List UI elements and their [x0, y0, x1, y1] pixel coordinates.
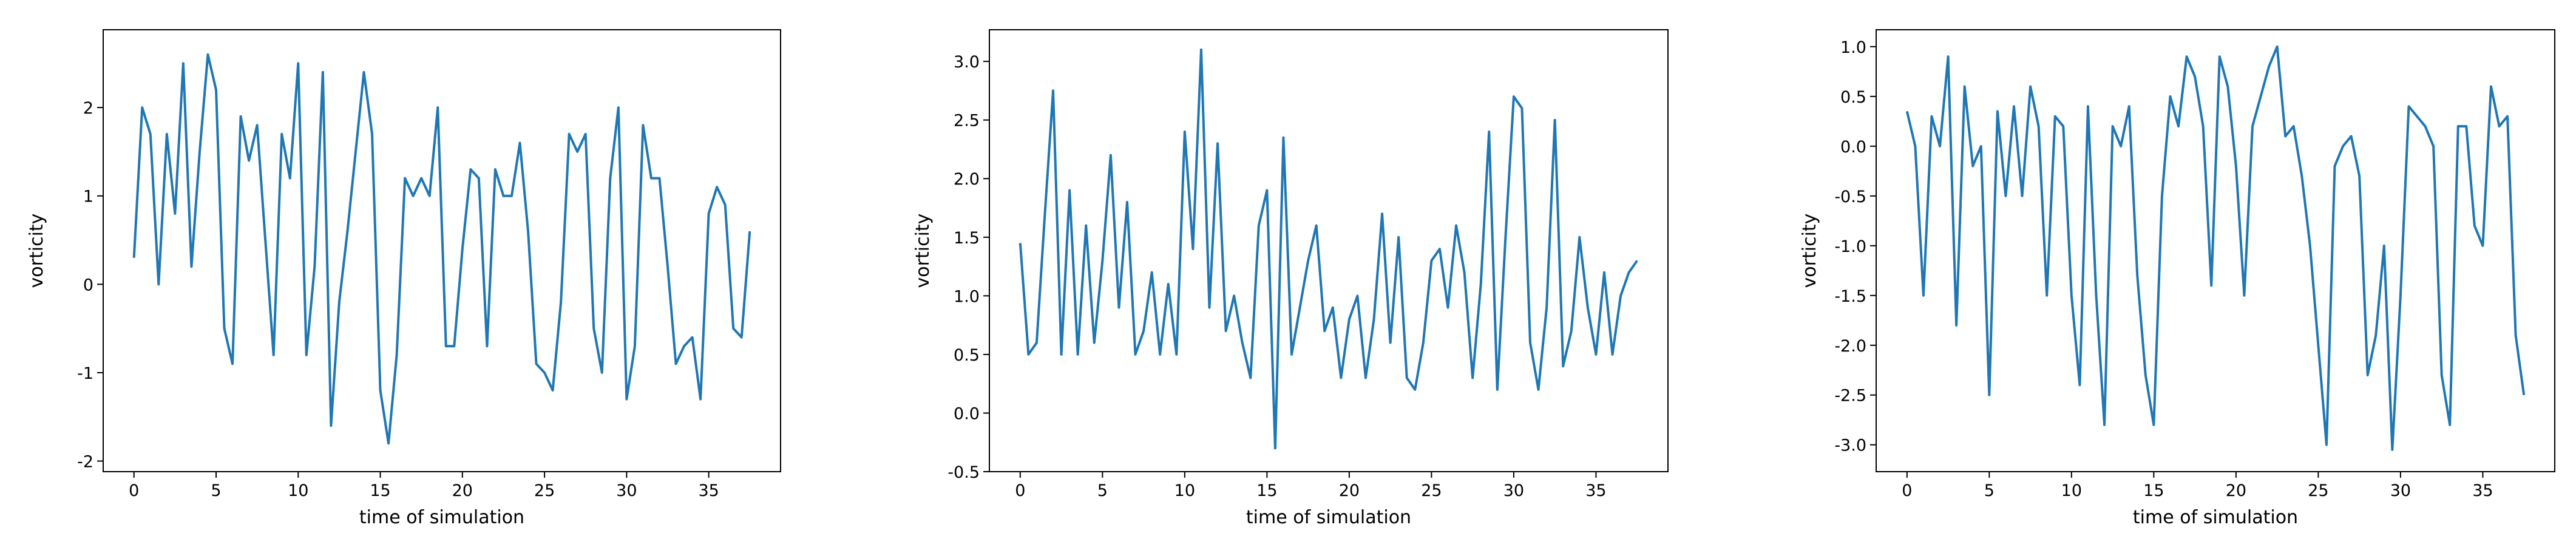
x-tick-label: 5	[211, 481, 221, 500]
data-line	[1905, 45, 2526, 451]
x-tick-label: 35	[1585, 481, 1606, 500]
subplot: 0 5 10 15 20 25 30 35 -0.5 0.0 0.5 1.0 1.5 2.0 2.5 3.0 t…	[912, 29, 1669, 528]
y-tick-label: -0.5	[1834, 188, 1866, 206]
y-tick-label: 2	[83, 99, 93, 118]
y-axis-label: vorticity	[912, 214, 934, 288]
x-tick-label: 10	[2061, 481, 2082, 500]
x-axis-label: time of simulation	[359, 507, 524, 528]
y-tick-label: 0.5	[1840, 88, 1866, 107]
y-axis-label: vorticity	[26, 214, 47, 288]
y-tick-label: 1.0	[1840, 38, 1866, 57]
y-tick-label: -1.0	[1834, 237, 1866, 256]
y-tick-label: 2.5	[954, 112, 980, 131]
axes-frame	[1876, 29, 2555, 472]
y-tick-label: 1.5	[954, 229, 980, 248]
y-tick-label: -3.0	[1834, 436, 1866, 455]
x-tick-label: 20	[2226, 481, 2246, 500]
x-tick-label: 0	[129, 481, 139, 500]
x-axis-label: time of simulation	[2133, 507, 2298, 528]
y-tick-label: -1	[77, 364, 93, 383]
y-tick-label: -2.0	[1834, 337, 1866, 356]
axes-frame	[103, 29, 781, 472]
y-tick-label: 3.0	[954, 53, 980, 72]
x-tick-label: 0	[1015, 481, 1025, 500]
x-tick-label: 30	[2390, 481, 2411, 500]
x-tick-label: 25	[1421, 481, 1442, 500]
x-tick-label: 10	[1174, 481, 1195, 500]
y-tick-label: 2.0	[954, 170, 980, 189]
x-tick-label: 30	[1503, 481, 1524, 500]
y-axis-label: vorticity	[1799, 214, 1820, 288]
y-tick-label: 1.0	[954, 287, 980, 306]
subplot: 0 5 10 15 20 25 30 35 -3.0 -2.5 -2.0 -1.5 -1.0 -0.5 0.…	[1799, 29, 2555, 528]
x-tick-label: 15	[1256, 481, 1277, 500]
data-line	[132, 53, 751, 445]
x-tick-label: 5	[1984, 481, 1995, 500]
y-tick-label: -1.5	[1834, 287, 1866, 306]
y-tick-label: -0.5	[947, 463, 980, 482]
x-tick-label: 35	[2472, 481, 2493, 500]
y-tick-label: 0.0	[954, 404, 980, 423]
data-line	[1019, 48, 1638, 450]
y-tick-label: -2	[77, 453, 93, 472]
x-axis-label: time of simulation	[1246, 507, 1411, 528]
x-tick-label: 25	[534, 481, 555, 500]
x-tick-label: 20	[1339, 481, 1360, 500]
axes-frame	[989, 29, 1669, 472]
y-tick-label: 1	[83, 188, 93, 206]
y-tick-label: 0.0	[1840, 138, 1866, 157]
y-tick-label: 0	[83, 276, 93, 294]
subplot: 0 5 10 15 20 25 30 35 -2 -1 0 1 2 time of simulation v…	[26, 29, 781, 528]
x-tick-label: 5	[1097, 481, 1108, 500]
x-tick-label: 10	[288, 481, 308, 500]
x-tick-label: 25	[2308, 481, 2328, 500]
x-tick-label: 30	[616, 481, 637, 500]
x-tick-label: 20	[452, 481, 473, 500]
y-tick-label: 0.5	[954, 346, 980, 365]
x-tick-label: 35	[698, 481, 719, 500]
x-tick-label: 15	[370, 481, 390, 500]
y-tick-label: -2.5	[1834, 387, 1866, 405]
x-tick-label: 15	[2143, 481, 2164, 500]
x-tick-label: 0	[1902, 481, 1912, 500]
